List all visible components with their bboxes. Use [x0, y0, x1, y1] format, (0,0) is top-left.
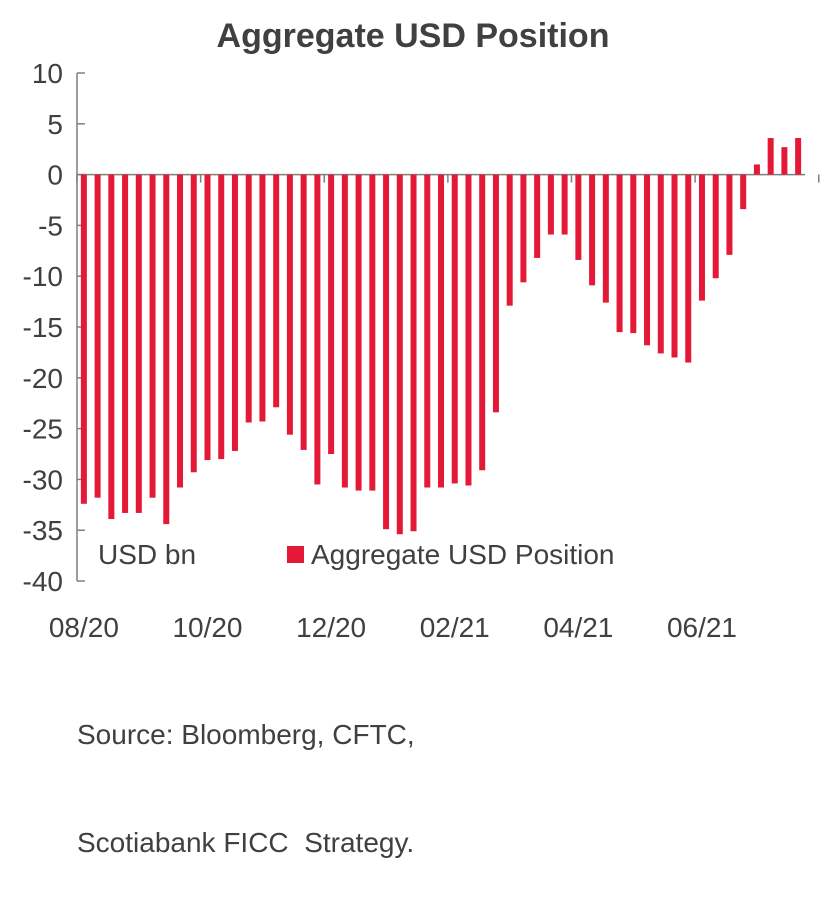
bar	[300, 174, 307, 450]
bar	[410, 174, 417, 532]
bar	[657, 174, 664, 354]
bar	[781, 147, 788, 175]
bar	[204, 174, 211, 461]
x-tick-label: 08/20	[49, 612, 119, 643]
y-tick-label: -30	[23, 464, 63, 495]
y-tick-label: 5	[47, 109, 63, 140]
y-tick-label: -15	[23, 312, 63, 343]
bar	[424, 174, 431, 488]
bar	[218, 174, 225, 460]
bar	[506, 174, 513, 306]
bar	[245, 174, 252, 423]
bar	[698, 174, 705, 301]
legend-swatch	[287, 546, 304, 563]
bar	[355, 174, 362, 491]
x-tick-label: 06/21	[667, 612, 737, 643]
bar	[341, 174, 348, 488]
bar	[685, 174, 692, 363]
bar	[547, 174, 554, 235]
bar	[396, 174, 403, 535]
bar	[135, 174, 142, 513]
x-tick-label: 10/20	[172, 612, 242, 643]
bar	[630, 174, 637, 334]
source-note: Source: Bloomberg, CFTC, Scotiabank FICC…	[77, 645, 415, 897]
bar	[438, 174, 444, 488]
bar	[616, 174, 623, 333]
bar	[589, 174, 596, 286]
chart: Aggregate USD Position 10 5 0 -5 -10 -15 -20 -2…	[23, 17, 820, 643]
bar	[273, 174, 280, 408]
y-tick-label: -35	[23, 515, 63, 546]
x-tick-label: 12/20	[296, 612, 366, 643]
y-tick-label: 0	[47, 160, 63, 191]
legend-label: Aggregate USD Position	[311, 539, 615, 570]
x-tick-label: 04/21	[543, 612, 613, 643]
bar	[94, 174, 101, 498]
bar	[479, 174, 486, 471]
bar	[314, 174, 321, 485]
y-tick-label: -25	[23, 414, 63, 445]
source-line-2: Scotiabank FICC Strategy.	[77, 827, 415, 858]
bar	[602, 174, 609, 303]
bar	[328, 174, 335, 454]
legend: Aggregate USD Position	[287, 539, 615, 570]
bar	[726, 174, 733, 255]
bar	[740, 174, 747, 210]
bar	[520, 174, 527, 283]
bar	[80, 174, 87, 504]
bar	[177, 174, 184, 488]
y-tick-label: 10	[32, 58, 63, 89]
bar	[163, 174, 170, 525]
bar	[383, 174, 390, 530]
bar	[644, 174, 651, 346]
source-line-1: Source: Bloomberg, CFTC,	[77, 719, 415, 750]
bar	[286, 174, 293, 435]
bar	[671, 174, 678, 358]
bar	[492, 174, 499, 413]
bar	[712, 174, 719, 279]
bars	[80, 138, 802, 535]
unit-label: USD bn	[98, 539, 196, 570]
bar	[259, 174, 266, 422]
bar	[190, 174, 197, 473]
bar	[753, 164, 760, 175]
bar	[108, 174, 115, 520]
bar	[575, 174, 582, 260]
bar	[465, 174, 472, 486]
bar	[795, 138, 802, 175]
y-tick-label: -5	[38, 210, 63, 241]
x-tick-label: 02/21	[420, 612, 490, 643]
bar	[534, 174, 541, 258]
bar	[561, 174, 568, 235]
bar	[767, 138, 774, 175]
bar	[369, 174, 376, 491]
y-tick-label: -10	[23, 261, 63, 292]
bar	[231, 174, 238, 451]
y-axis: 10 5 0 -5 -10 -15 -20 -25 -30 -35 -40	[23, 58, 85, 597]
y-tick-label: -40	[23, 566, 63, 597]
y-tick-label: -20	[23, 363, 63, 394]
bar	[122, 174, 129, 513]
bar	[451, 174, 458, 484]
bar	[149, 174, 156, 498]
chart-title: Aggregate USD Position	[217, 17, 610, 55]
